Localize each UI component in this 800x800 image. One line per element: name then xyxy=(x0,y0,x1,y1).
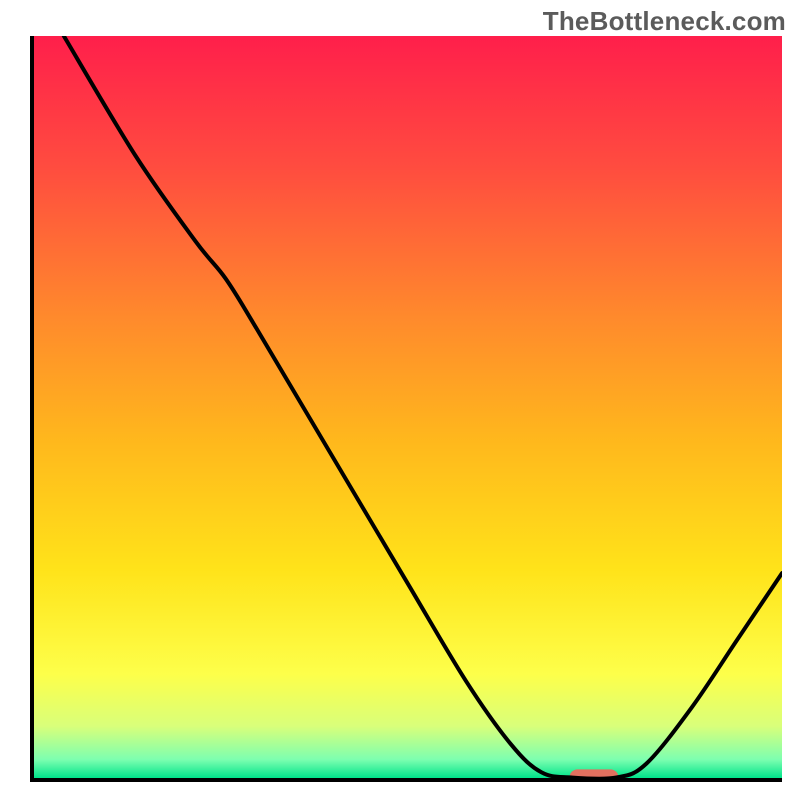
gradient-background xyxy=(34,36,782,778)
bottleneck-chart xyxy=(30,36,782,782)
chart-container: { "watermark": { "text": "TheBottleneck.… xyxy=(0,0,800,800)
watermark-text: TheBottleneck.com xyxy=(543,6,786,37)
chart-svg xyxy=(30,36,782,782)
